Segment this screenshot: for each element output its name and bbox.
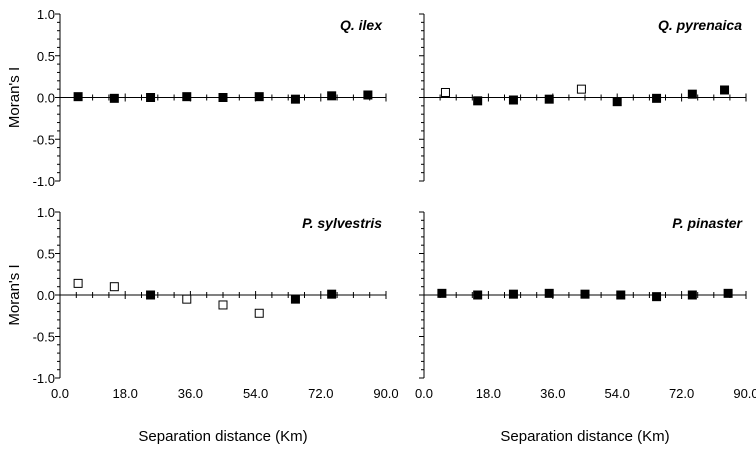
open-square-point — [440, 87, 450, 97]
y-tick-label: -1.0 — [33, 371, 55, 386]
chart-panel-2: Q. pyrenaica — [419, 13, 747, 182]
x-tick-label: 72.0 — [669, 386, 694, 401]
y-axis-title: Moran's I — [6, 264, 23, 325]
filled-square-point — [182, 92, 192, 102]
x-tick-label: 18.0 — [476, 386, 501, 401]
y-tick-label: 0.0 — [37, 91, 55, 106]
filled-square-point — [437, 288, 447, 298]
chart-panel-1: 1.0 0.5 0.0 -0.5 -1.0 Moran's I Q. ilex — [6, 7, 387, 189]
filled-square-point — [687, 89, 697, 99]
y-tick-label: -1.0 — [33, 174, 55, 189]
open-square-point — [109, 282, 119, 292]
y-tick-label: 0.5 — [37, 49, 55, 64]
y-tick-label: -0.5 — [33, 330, 55, 345]
x-axis-title: Separation distance (Km) — [500, 428, 669, 445]
y-tick-label: 1.0 — [37, 7, 55, 22]
chart-panel-3: 1.00.50.0-0.5-1.00.0 18.0 36.0 54.0 72.0 90.0… — [6, 205, 399, 445]
open-square-point — [73, 278, 83, 288]
x-tick-label: 72.0 — [308, 386, 333, 401]
x-tick-label: 90.0 — [733, 386, 756, 401]
open-square-point — [254, 308, 264, 318]
x-tick-label: 36.0 — [178, 386, 203, 401]
filled-square-point — [652, 93, 662, 103]
x-axis-title: Separation distance (Km) — [138, 428, 307, 445]
filled-square-point — [327, 289, 337, 299]
panel-title: P. sylvestris — [302, 215, 382, 231]
filled-square-point — [580, 289, 590, 299]
open-square-point — [182, 294, 192, 304]
filled-square-point — [544, 288, 554, 298]
filled-square-point — [508, 95, 518, 105]
filled-square-point — [254, 92, 264, 102]
panel-title: Q. pyrenaica — [658, 17, 742, 33]
chart-panel-4: 0.0 18.0 36.0 54.0 72.0 90.0 Separation distan… — [415, 211, 756, 445]
y-tick-label: 0.0 — [37, 288, 55, 303]
filled-square-point — [327, 91, 337, 101]
x-tick-label: 90.0 — [373, 386, 398, 401]
y-tick-label: 0.5 — [37, 247, 55, 262]
panel-title: P. pinaster — [672, 215, 743, 231]
filled-square-point — [290, 294, 300, 304]
filled-square-point — [720, 85, 730, 95]
panel-title: Q. ilex — [340, 17, 383, 33]
filled-square-point — [508, 289, 518, 299]
filled-square-point — [612, 97, 622, 107]
filled-square-point — [616, 290, 626, 300]
x-tick-label: 54.0 — [243, 386, 268, 401]
x-tick-label: 18.0 — [113, 386, 138, 401]
open-square-point — [218, 300, 228, 310]
x-tick-label: 0.0 — [415, 386, 433, 401]
filled-square-point — [723, 288, 733, 298]
filled-square-point — [146, 93, 156, 102]
y-tick-label: -0.5 — [33, 132, 55, 147]
filled-square-point — [473, 96, 483, 106]
y-axis-title: Moran's I — [6, 67, 23, 128]
x-tick-label: 0.0 — [51, 386, 69, 401]
filled-square-point — [687, 290, 697, 300]
x-tick-label: 54.0 — [605, 386, 630, 401]
x-tick-label: 36.0 — [540, 386, 565, 401]
filled-square-point — [109, 93, 119, 103]
filled-square-point — [363, 90, 373, 100]
filled-square-point — [146, 290, 156, 300]
filled-square-point — [218, 93, 228, 102]
filled-square-point — [473, 290, 483, 300]
y-tick-label: 1.0 — [37, 205, 55, 220]
filled-square-point — [544, 94, 554, 104]
open-square-point — [576, 84, 586, 94]
filled-square-point — [73, 92, 83, 102]
filled-square-point — [290, 94, 300, 104]
filled-square-point — [652, 292, 662, 302]
